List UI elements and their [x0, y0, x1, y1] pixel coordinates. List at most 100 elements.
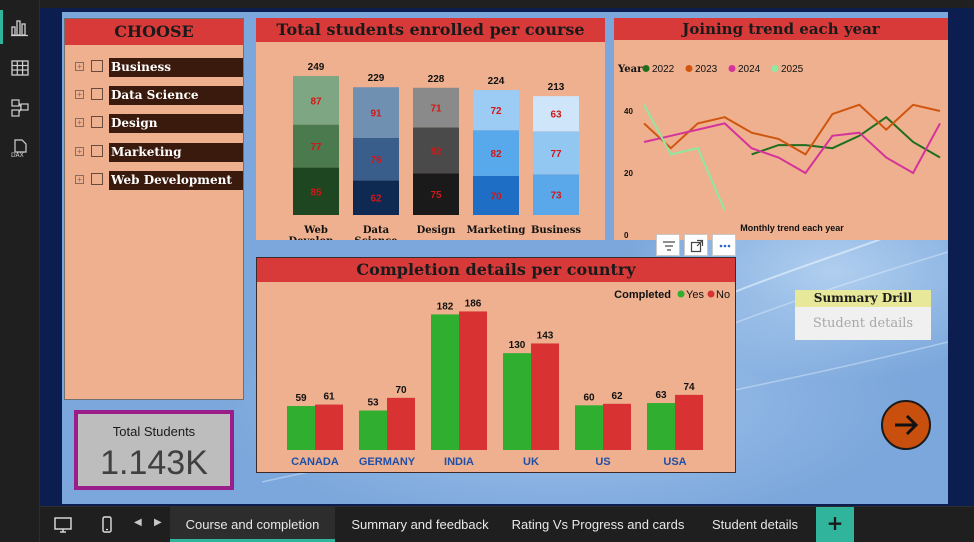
dax-query-icon[interactable]: DAX	[10, 138, 30, 159]
bar-segment[interactable]	[293, 167, 339, 215]
desktop-layout-icon[interactable]	[53, 515, 73, 535]
bar-segment[interactable]	[293, 76, 339, 125]
legend-marker	[677, 290, 685, 298]
series-line[interactable]	[751, 115, 941, 159]
data-label: 182	[437, 301, 454, 312]
y-tick-label: 0	[624, 231, 629, 240]
report-canvas: CHOOSE + Business + Data Science + Desig…	[40, 8, 974, 506]
scroll-tabs-left-icon[interactable]: ◀	[134, 517, 142, 528]
bar-segment[interactable]	[413, 87, 459, 128]
bar-segment[interactable]	[353, 180, 399, 215]
enrolled-chart[interactable]: Total students enrolled per course 85 77 8…	[256, 18, 605, 247]
bar[interactable]	[647, 403, 675, 450]
completion-chart[interactable]: Completion details per country Completed…	[256, 257, 736, 473]
visual-header	[656, 234, 740, 256]
data-label: 70	[395, 385, 407, 396]
tab-student-details[interactable]: Student details	[711, 517, 798, 532]
segment-label: 76	[370, 155, 382, 166]
bar[interactable]	[503, 353, 531, 450]
category-label: Data	[363, 225, 390, 236]
expand-icon[interactable]: +	[75, 118, 84, 127]
category-label: CANADA	[291, 456, 339, 468]
chart-title: Joining trend each year	[614, 18, 948, 40]
bar[interactable]	[315, 404, 343, 450]
bar[interactable]	[531, 343, 559, 450]
expand-icon[interactable]: +	[75, 90, 84, 99]
expand-icon[interactable]: +	[75, 147, 84, 156]
bar[interactable]	[459, 311, 487, 450]
slicer-item-label: Data Science	[109, 86, 243, 105]
slicer-checkbox[interactable]	[91, 173, 103, 185]
slicer-checkbox[interactable]	[91, 88, 103, 100]
bar-segment[interactable]	[473, 130, 519, 176]
bar-segment[interactable]	[413, 173, 459, 215]
category-label: Business	[531, 225, 581, 236]
expand-icon[interactable]: +	[75, 62, 84, 71]
bar[interactable]	[387, 397, 415, 450]
bar[interactable]	[575, 405, 603, 450]
legend-label: 2024	[738, 64, 761, 75]
data-label: 74	[683, 382, 695, 393]
bar[interactable]	[675, 394, 703, 450]
bar-segment[interactable]	[293, 124, 339, 168]
bar-segment[interactable]	[473, 90, 519, 131]
bar-segment[interactable]	[473, 175, 519, 215]
model-view-icon[interactable]	[10, 98, 30, 118]
rail-active-indicator	[0, 10, 3, 44]
segment-label: 63	[550, 110, 562, 121]
bar[interactable]	[431, 314, 459, 450]
bar[interactable]	[603, 403, 631, 450]
expand-icon[interactable]: +	[75, 175, 84, 184]
report-view-icon[interactable]	[10, 17, 30, 37]
segment-label: 82	[490, 149, 502, 160]
next-page-button[interactable]	[881, 400, 931, 450]
focus-mode-icon	[690, 239, 704, 253]
bar-segment[interactable]	[533, 174, 579, 215]
completion-chart-plot: Completed Yes No 59 61 CANADA 53 70 GERMANY 182 18…	[287, 289, 730, 468]
slicer-checkbox[interactable]	[91, 116, 103, 128]
bar[interactable]	[287, 406, 315, 450]
focus-mode-button[interactable]	[684, 234, 708, 256]
legend-title: Completed	[614, 289, 671, 301]
slicer-checkbox[interactable]	[91, 145, 103, 157]
slicer-checkbox[interactable]	[91, 60, 103, 72]
table-view-icon[interactable]	[10, 58, 30, 78]
series-line[interactable]	[643, 104, 726, 211]
bar-segment[interactable]	[353, 137, 399, 181]
bar-segment[interactable]	[413, 127, 459, 174]
bar-segment[interactable]	[353, 87, 399, 138]
add-page-button[interactable]: +	[816, 507, 854, 542]
kpi-label: Total Students	[112, 424, 196, 439]
data-label: 62	[611, 391, 623, 402]
joining-trend-chart[interactable]: Joining trend each year Year 2022 2023 2024…	[614, 18, 948, 240]
chart-title: Total students enrolled per course	[256, 18, 605, 42]
x-axis-label: Monthly trend each year	[740, 223, 844, 233]
course-slicer: CHOOSE + Business + Data Science + Desig…	[64, 18, 244, 400]
category-label: Science	[354, 236, 397, 240]
arrow-right-icon	[895, 414, 919, 436]
bar-segment[interactable]	[533, 131, 579, 175]
bar[interactable]	[359, 410, 387, 450]
slicer-item-label: Marketing	[109, 143, 243, 162]
more-options-button[interactable]	[712, 234, 736, 256]
tab-summary-and-feedback[interactable]: Summary and feedback	[351, 517, 489, 532]
kpi-value: 1.143K	[100, 444, 208, 482]
category-label: UK	[523, 456, 539, 468]
legend-label: 2023	[695, 64, 718, 75]
segment-label: 77	[310, 142, 322, 153]
filter-button[interactable]	[656, 234, 680, 256]
svg-text:DAX: DAX	[11, 152, 24, 158]
data-label: 61	[323, 392, 335, 403]
tab-rating-vs-progress[interactable]: Rating Vs Progress and cards	[511, 517, 685, 532]
mobile-layout-icon[interactable]	[97, 515, 117, 535]
series-line[interactable]	[643, 103, 941, 156]
scroll-tabs-right-icon[interactable]: ▶	[154, 517, 162, 528]
legend-title: Year	[617, 64, 643, 75]
series-line[interactable]	[643, 122, 941, 175]
tab-course-and-completion[interactable]: Course and completion	[170, 507, 335, 542]
bar-segment[interactable]	[533, 96, 579, 132]
segment-label: 77	[550, 149, 562, 160]
student-details-button[interactable]: Student details	[795, 307, 931, 340]
